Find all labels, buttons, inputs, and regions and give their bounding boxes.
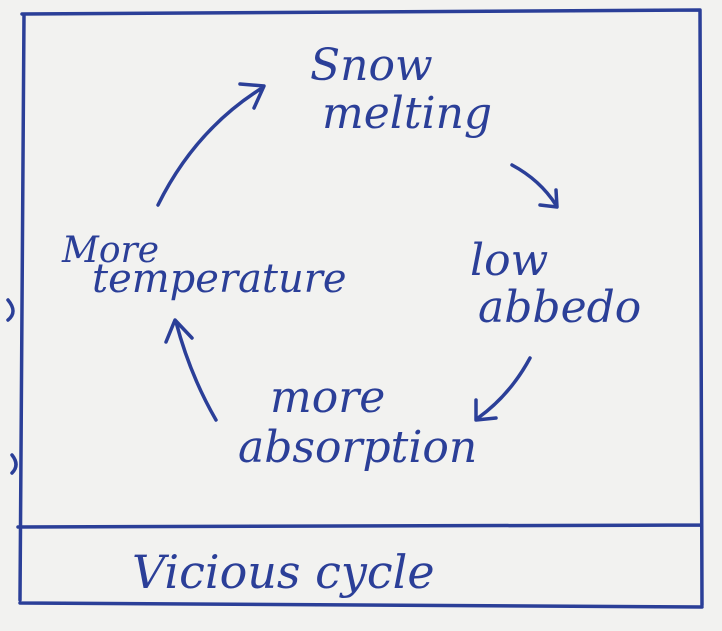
- node-label: abbedo: [478, 282, 641, 333]
- node-label: low: [470, 235, 548, 286]
- diagram: Snow melting low abbedo more absorption …: [0, 0, 722, 631]
- node-label: temperature: [92, 256, 347, 302]
- node-label: melting: [322, 88, 492, 139]
- caption: Vicious cycle: [132, 545, 435, 599]
- page: {"nodes": [ {"lines": ["Snow", "melting"…: [0, 0, 722, 631]
- node-label: Snow: [310, 40, 433, 91]
- node-label: absorption: [238, 422, 477, 473]
- node-label: more: [270, 372, 385, 423]
